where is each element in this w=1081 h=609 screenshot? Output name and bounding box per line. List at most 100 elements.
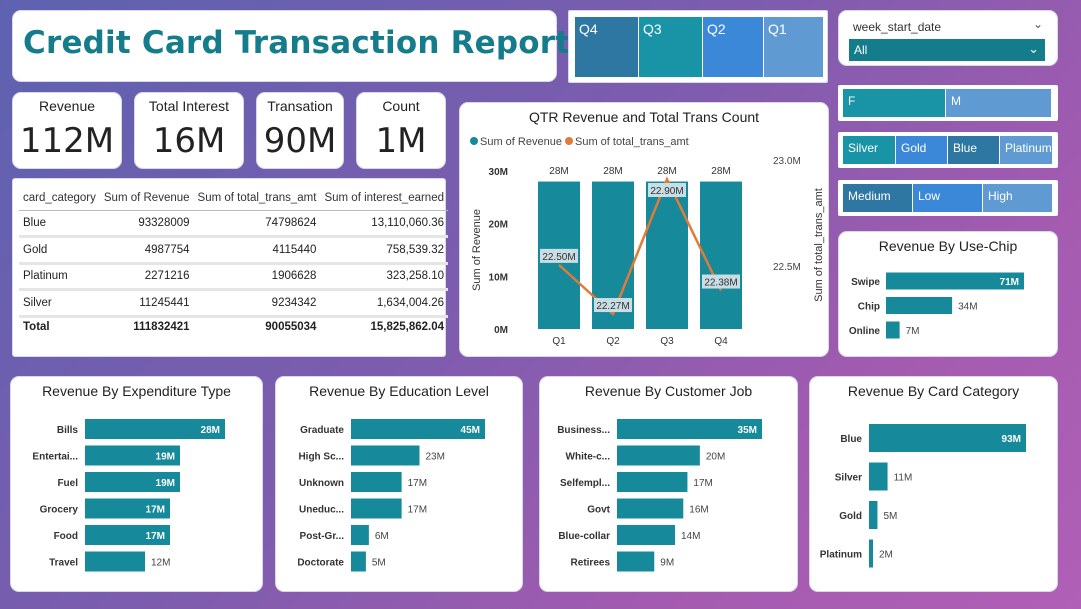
table-row[interactable]: Silver 11245441 9234342 1,634,004.26 (19, 289, 448, 318)
bar (617, 525, 675, 545)
trans-amt-line (558, 176, 723, 317)
category-label: Entertai... (32, 452, 78, 463)
table-cell: 4115440 (193, 236, 321, 265)
line-value-label: 22.38M (704, 278, 737, 289)
bar (351, 551, 366, 572)
table-cell: Gold (19, 236, 100, 265)
table-total-row: Total 111832421 90055034 15,825,862.04 (19, 315, 448, 336)
y2-tick-label: 23.0M (773, 156, 801, 167)
category-label: Gold (839, 511, 862, 522)
table-cell: 93328009 (99, 210, 194, 238)
bar-q4 (700, 181, 742, 329)
chart-title: Revenue By Customer Job (584, 383, 753, 399)
chart-title: Revenue By Card Category (847, 383, 1020, 399)
category-label: Blue (840, 434, 862, 445)
table-cell: 2271216 (99, 263, 194, 291)
bar-value-label: 17M (146, 505, 165, 516)
card-gold-button[interactable]: Gold (896, 136, 947, 164)
gender-f-button[interactable]: F (843, 89, 945, 117)
bar (617, 472, 688, 492)
table-cell: 74798624 (193, 210, 321, 238)
x-tick-label: Q3 (660, 336, 674, 347)
kpi-value: 90M (263, 121, 337, 161)
card-category-table: card_category Sum of Revenue Sum of tota… (12, 178, 448, 357)
bar-value-label: 11M (894, 473, 913, 484)
y-tick-label: 0M (494, 325, 508, 336)
qtr-combo-chart-card: QTR Revenue and Total Trans Count Sum of… (459, 102, 829, 357)
chevron-down-icon[interactable]: ⌄ (1032, 17, 1043, 31)
kpi-label: Revenue (38, 98, 96, 114)
bar (886, 272, 1024, 290)
bar-q3 (646, 181, 688, 329)
chart-title: Revenue By Education Level (309, 383, 489, 399)
week-dropdown[interactable]: All ⌄ (849, 39, 1045, 61)
customer-job-chart: Business... 35M White-c... 20M Selfempl... 17… (557, 419, 762, 572)
bar-value-label: 93M (1002, 434, 1021, 445)
column-header[interactable]: Sum of total_trans_amt (193, 187, 321, 211)
bar-value-label: 17M (408, 478, 427, 489)
quarter-q1-button[interactable]: Q1 (764, 17, 823, 77)
category-label: White-c... (566, 452, 611, 463)
income-high-button[interactable]: High (983, 184, 1052, 212)
card-category-slicer: Silver Gold Blue Platinum (838, 132, 1058, 168)
table-row[interactable]: Platinum 2271216 1906628 323,258.10 (19, 263, 448, 291)
line-value-label: 22.27M (596, 301, 629, 312)
bar-value-label: 19M (156, 452, 175, 463)
quarter-q4-button[interactable]: Q4 (575, 17, 638, 77)
bar (351, 525, 369, 545)
legend-label-revenue: Sum of Revenue (480, 136, 562, 148)
y2-tick-label: 22.5M (773, 262, 801, 273)
bar-value-label: 28M (711, 166, 730, 177)
bar-value-label: 5M (883, 511, 897, 522)
category-label: Unknown (299, 478, 344, 489)
bar-value-label: 28M (549, 166, 568, 177)
bar-value-label: 45M (461, 425, 480, 436)
column-header[interactable]: card_category (19, 187, 100, 211)
kpi-label: Transation (267, 98, 333, 114)
category-label: Bills (57, 425, 79, 436)
category-label: Grocery (40, 505, 79, 516)
table-cell: 90055034 (193, 315, 321, 336)
kpi-value: 112M (19, 121, 115, 161)
table-cell: 13,110,060.36 (320, 210, 448, 238)
table-cell: 15,825,862.04 (320, 315, 448, 336)
bar (617, 498, 684, 519)
gender-m-button[interactable]: M (946, 89, 1051, 117)
x-tick-label: Q1 (552, 336, 566, 347)
category-label: Silver (835, 473, 862, 484)
table-cell: 9234342 (193, 289, 321, 318)
bar-value-label: 19M (156, 478, 175, 489)
table-header-row: card_category Sum of Revenue Sum of tota… (19, 187, 448, 211)
bar-value-label: 28M (201, 425, 220, 436)
y-tick-label: 20M (489, 220, 508, 231)
bar (617, 551, 655, 572)
income-medium-button[interactable]: Medium (843, 184, 912, 212)
category-label: Graduate (300, 425, 344, 436)
income-low-button[interactable]: Low (913, 184, 982, 212)
table-cell: 111832421 (99, 315, 194, 336)
table-row[interactable]: Gold 4987754 4115440 758,539.32 (19, 236, 448, 265)
kpi-value: 16M (152, 121, 226, 161)
column-header[interactable]: Sum of Revenue (99, 187, 194, 211)
quarter-q2-button[interactable]: Q2 (703, 17, 763, 77)
bar-value-label: 20M (706, 452, 725, 463)
line-value-label-bg (540, 248, 578, 263)
y2-axis-title: Sum of total_trans_amt (813, 188, 825, 302)
table-cell: 1,634,004.26 (320, 289, 448, 318)
bar-value-label: 34M (958, 302, 977, 313)
customer-job-chart-card: Revenue By Customer Job Business... 35M Wh… (539, 376, 798, 592)
column-header[interactable]: Sum of interest_earned (320, 187, 448, 211)
table-cell: 758,539.32 (320, 236, 448, 265)
week-slicer-label: week_start_date (853, 20, 942, 34)
bar-value-label: 23M (425, 452, 444, 463)
card-blue-button[interactable]: Blue (948, 136, 999, 164)
legend-label-trans: Sum of total_trans_amt (575, 136, 689, 148)
category-label: Online (849, 326, 881, 337)
table-cell: Total (19, 315, 100, 336)
table-row[interactable]: Blue 93328009 74798624 13,110,060.36 (19, 210, 448, 238)
bar (617, 419, 762, 439)
bar-value-label: 35M (738, 425, 757, 436)
quarter-q3-button[interactable]: Q3 (639, 17, 702, 77)
card-platinum-button[interactable]: Platinum (1000, 136, 1052, 164)
card-silver-button[interactable]: Silver (843, 136, 895, 164)
